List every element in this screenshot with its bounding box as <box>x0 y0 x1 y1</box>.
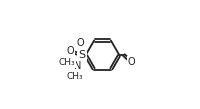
Text: O: O <box>128 57 135 67</box>
Text: CH₃: CH₃ <box>59 58 76 67</box>
Text: O: O <box>76 38 84 48</box>
Text: CH₃: CH₃ <box>67 72 84 81</box>
Text: N: N <box>74 61 81 71</box>
Text: O: O <box>66 46 74 56</box>
Text: S: S <box>78 50 85 60</box>
